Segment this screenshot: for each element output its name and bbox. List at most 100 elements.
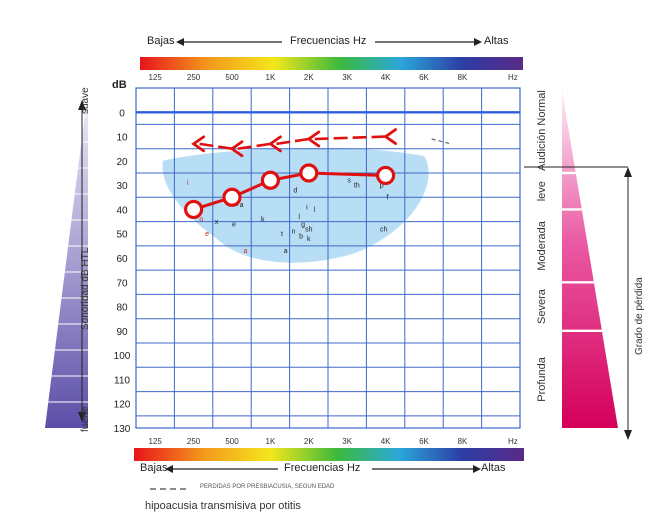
circle-point bbox=[299, 163, 319, 183]
speech-sounds: iuoyxeaekaadillgshntbksthfchp bbox=[187, 178, 388, 255]
speech-sound-label: s bbox=[347, 178, 351, 185]
presbyacusis-line bbox=[431, 138, 452, 145]
arrow-segment bbox=[276, 137, 309, 146]
speech-sound-label: l bbox=[298, 214, 300, 221]
x-unit-label-top: Hz bbox=[508, 73, 518, 82]
loudness-wedge bbox=[45, 90, 88, 428]
speech-banana bbox=[162, 147, 429, 263]
audiogram-plot: 0 10 20 30 40 50 60 70 80 90 100 110 120 130 125 250 50… bbox=[112, 73, 521, 446]
y-tick-label: 40 bbox=[116, 205, 128, 216]
series-circles bbox=[184, 163, 396, 220]
x-tick-label-bottom: 125 bbox=[149, 437, 163, 446]
y-tick-label: 130 bbox=[114, 424, 131, 435]
top-frequency-arrow bbox=[176, 38, 482, 46]
loss-zone-label: Severa bbox=[536, 288, 548, 324]
bottom-spectrum-bar bbox=[134, 448, 524, 461]
y-tick-label: 120 bbox=[114, 400, 131, 411]
circle-point bbox=[260, 170, 280, 190]
arrow-mark bbox=[191, 135, 205, 153]
speech-sound-label: a bbox=[240, 202, 244, 209]
speech-sound-label: a bbox=[243, 248, 247, 255]
speech-sound-label: i bbox=[187, 180, 189, 187]
speech-sound-label: p bbox=[380, 183, 384, 190]
x-tick-labels-bottom: 125 250 500 1K 2K 3K 4K 6K 8K bbox=[149, 437, 468, 446]
left-axis-label: Sonoridad dB HTL bbox=[80, 247, 91, 330]
x-tick-labels-top: 125 250 500 1K 2K 3K 4K 6K 8K bbox=[149, 73, 468, 82]
x-tick-label-top: 125 bbox=[149, 73, 163, 82]
x-tick-label-top: 2K bbox=[304, 73, 314, 82]
speech-banana-area bbox=[162, 147, 429, 263]
bottom-frequency-title: Frecuencias Hz bbox=[284, 462, 361, 474]
speech-sound-label: ch bbox=[380, 226, 388, 233]
speech-sound-label: th bbox=[354, 183, 360, 190]
loss-zone-label: Audición Normal bbox=[536, 90, 548, 171]
y-tick-label: 90 bbox=[116, 327, 128, 338]
x-tick-label-top: 500 bbox=[225, 73, 239, 82]
top-spectrum-bar bbox=[140, 57, 523, 70]
circle-point bbox=[222, 187, 242, 207]
loss-zone-label: Moderada bbox=[536, 220, 548, 270]
speech-sound-label: x bbox=[215, 219, 219, 226]
caption: hipoacusia transmisiva por otitis bbox=[145, 500, 301, 512]
left-bottom-label: fuerte bbox=[80, 406, 91, 432]
bottom-frequency-arrow bbox=[165, 465, 481, 473]
speech-sound-label: sh bbox=[305, 226, 313, 233]
x-tick-label-bottom: 8K bbox=[458, 437, 468, 446]
x-tick-label-bottom: 2K bbox=[304, 437, 314, 446]
x-tick-label-top: 6K bbox=[419, 73, 429, 82]
bottom-low-label: Bajas bbox=[140, 462, 168, 474]
speech-sound-label: k bbox=[261, 217, 265, 224]
speech-sound-label: n bbox=[291, 229, 295, 236]
top-high-label: Altas bbox=[484, 35, 509, 47]
arrow-segment bbox=[314, 135, 386, 141]
x-tick-label-top: 1K bbox=[266, 73, 276, 82]
speech-sound-label: a bbox=[284, 248, 288, 255]
y-tick-label: 10 bbox=[116, 133, 128, 144]
x-tick-label-bottom: 3K bbox=[342, 437, 352, 446]
y-tick-label: 20 bbox=[116, 157, 128, 168]
speech-sound-label: l bbox=[314, 207, 316, 214]
speech-sound-label: e bbox=[205, 231, 209, 238]
y-unit-label: dB bbox=[112, 79, 127, 91]
circle-point bbox=[184, 199, 204, 220]
speech-sound-label: i bbox=[306, 204, 308, 211]
speech-sound-label: f bbox=[387, 195, 389, 202]
arrow-mark bbox=[383, 128, 397, 145]
x-tick-label-bottom: 4K bbox=[381, 437, 391, 446]
circle-point bbox=[376, 165, 396, 186]
x-tick-label-bottom: 6K bbox=[419, 437, 429, 446]
speech-sound-label: d bbox=[293, 187, 297, 194]
speech-sound-label: b bbox=[299, 234, 303, 241]
x-tick-label-top: 3K bbox=[342, 73, 352, 82]
left-top-label: suave bbox=[80, 87, 91, 114]
x-tick-label-top: 4K bbox=[381, 73, 391, 82]
arrow-segment bbox=[199, 142, 233, 150]
y-tick-label: 100 bbox=[114, 351, 131, 362]
loss-zones: Audición Normal leve Moderada Severa Profund… bbox=[536, 90, 602, 402]
right-axis-label: Grado de pérdida bbox=[634, 277, 645, 355]
speech-sound-label: e bbox=[232, 221, 236, 228]
y-tick-label: 70 bbox=[116, 278, 128, 289]
speech-sound-label: o bbox=[199, 217, 203, 224]
arrow-mark bbox=[306, 130, 321, 148]
y-tick-label: 30 bbox=[116, 181, 128, 192]
x-tick-label-top: 250 bbox=[187, 73, 201, 82]
bottom-high-label: Altas bbox=[481, 462, 506, 474]
top-frequency-title: Frecuencias Hz bbox=[290, 35, 367, 47]
x-tick-label-bottom: 1K bbox=[266, 437, 276, 446]
y-tick-labels: 0 10 20 30 40 50 60 70 80 90 100 110 120 130 bbox=[114, 108, 131, 435]
speech-sound-label: k bbox=[307, 236, 311, 243]
x-tick-label-bottom: 500 bbox=[225, 437, 239, 446]
x-unit-label-bottom: Hz bbox=[508, 437, 518, 446]
speech-sound-label: t bbox=[281, 231, 283, 238]
y-tick-label: 110 bbox=[114, 375, 130, 386]
series-arrows bbox=[191, 128, 452, 158]
y-tick-label: 0 bbox=[119, 108, 125, 119]
loss-zone-label: leve bbox=[536, 181, 548, 201]
x-tick-label-bottom: 250 bbox=[187, 437, 201, 446]
arrow-segment bbox=[237, 142, 271, 150]
loss-zone-label: Profunda bbox=[536, 356, 548, 402]
arrow-mark bbox=[267, 135, 282, 153]
